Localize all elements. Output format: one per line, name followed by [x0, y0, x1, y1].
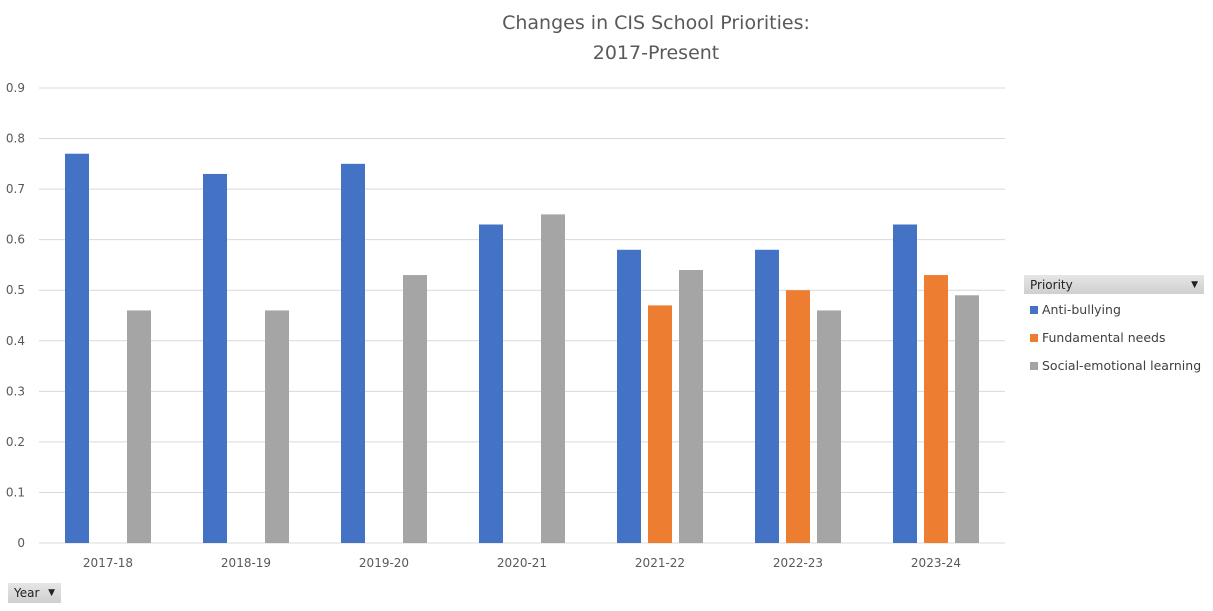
bar-fundamental-needs-2021-22 — [648, 305, 672, 543]
chart-title-line1: Changes in CIS School Priorities: — [502, 12, 810, 34]
x-tick-label: 2018-19 — [221, 556, 271, 570]
y-tick-label: 0.6 — [6, 233, 25, 247]
y-tick-label: 0.4 — [6, 334, 25, 348]
legend-swatch — [1030, 361, 1038, 370]
y-tick-label: 0.3 — [6, 384, 25, 398]
y-tick-label: 0.7 — [6, 182, 25, 196]
x-tick-label: 2022-23 — [773, 556, 823, 570]
legend-swatch — [1030, 333, 1038, 342]
bar-fundamental-needs-2022-23 — [786, 290, 810, 543]
triangle-down-icon: ▼ — [48, 588, 55, 598]
triangle-down-icon: ▼ — [1191, 279, 1198, 290]
y-tick-label: 0.1 — [6, 485, 25, 499]
legend-item[interactable]: Social-emotional learning — [1030, 358, 1201, 373]
legend-label: Anti-bullying — [1042, 302, 1121, 317]
bar-anti-bullying-2021-22 — [617, 249, 641, 543]
priority-filter-label: Priority — [1030, 277, 1073, 292]
bar-anti-bullying-2019-20 — [341, 163, 365, 544]
bar-anti-bullying-2022-23 — [755, 249, 779, 543]
bar-fundamental-needs-2023-24 — [924, 275, 948, 543]
legend-label: Social-emotional learning — [1042, 358, 1202, 373]
legend-item[interactable]: Fundamental needs — [1030, 330, 1166, 345]
bar-social-emotional-learning-2017-18 — [127, 310, 151, 543]
x-tick-label: 2017-18 — [83, 556, 133, 570]
y-tick-label: 0.5 — [6, 283, 25, 297]
bar-anti-bullying-2023-24 — [893, 224, 917, 543]
legend-item[interactable]: Anti-bullying — [1030, 302, 1121, 317]
year-filter-label: Year — [14, 586, 40, 600]
x-tick-label: 2020-21 — [497, 556, 547, 570]
bar-social-emotional-learning-2018-19 — [265, 310, 289, 543]
bar-social-emotional-learning-2021-22 — [679, 270, 703, 543]
bar-anti-bullying-2017-18 — [65, 153, 89, 543]
priority-filter-button[interactable]: Priority ▼ — [1024, 275, 1204, 294]
bar-social-emotional-learning-2022-23 — [817, 310, 841, 543]
bar-anti-bullying-2020-21 — [479, 224, 503, 543]
y-tick-label: 0.9 — [6, 81, 25, 95]
y-tick-label: 0.2 — [6, 435, 25, 449]
bar-social-emotional-learning-2023-24 — [955, 295, 979, 543]
x-tick-label: 2021-22 — [635, 556, 685, 570]
chart-title-line2: 2017-Present — [592, 42, 720, 64]
x-tick-label: 2023-24 — [911, 556, 961, 570]
y-tick-label: 0 — [17, 536, 25, 550]
bar-anti-bullying-2018-19 — [203, 173, 227, 543]
x-tick-label: 2019-20 — [359, 556, 409, 570]
year-filter-button[interactable]: Year ▼ — [8, 583, 61, 603]
legend-label: Fundamental needs — [1042, 330, 1166, 345]
legend-swatch — [1030, 305, 1038, 314]
bar-social-emotional-learning-2019-20 — [403, 275, 427, 543]
y-tick-label: 0.8 — [6, 132, 25, 146]
bar-social-emotional-learning-2020-21 — [541, 214, 565, 543]
